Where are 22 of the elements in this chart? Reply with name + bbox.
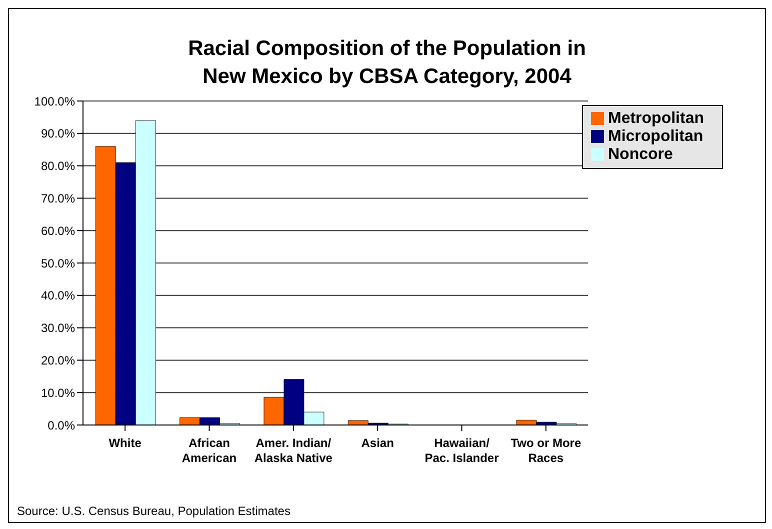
y-tick-label: 0.0% (48, 418, 76, 432)
legend-label: Micropolitan (608, 128, 704, 145)
legend-label: Noncore (608, 146, 673, 163)
y-tick-label: 10.0% (40, 386, 76, 400)
y-tick-label: 30.0% (40, 321, 76, 336)
x-tick-label: White (108, 436, 142, 450)
x-tick-label: Asian (361, 436, 394, 450)
x-tick-label: African American (182, 436, 237, 465)
y-tick-label: 40.0% (40, 288, 76, 303)
y-tick-label: 60.0% (40, 224, 76, 238)
y-tick-label: 20.0% (40, 353, 76, 368)
y-tick-label: 80.0% (40, 159, 76, 174)
chart-title: Racial Composition of the Population in New Mexico by CBSA Category, 2004 (187, 36, 587, 90)
x-tick-label: Hawaiian/ Pac. Islander (424, 436, 500, 465)
y-tick-label: 50.0% (40, 256, 76, 270)
y-tick-label: 70.0% (40, 191, 76, 206)
y-tick-label: 90.0% (40, 126, 76, 141)
y-tick-label: 100.0% (34, 94, 76, 108)
x-tick-label: Amer. Indian/ Alaska Native (254, 436, 333, 465)
legend-label: Metropolitan (608, 110, 704, 127)
x-tick-label: Two or More Races (510, 436, 582, 465)
source-note: Source: U.S. Census Bureau, Population Estimates (17, 504, 290, 518)
